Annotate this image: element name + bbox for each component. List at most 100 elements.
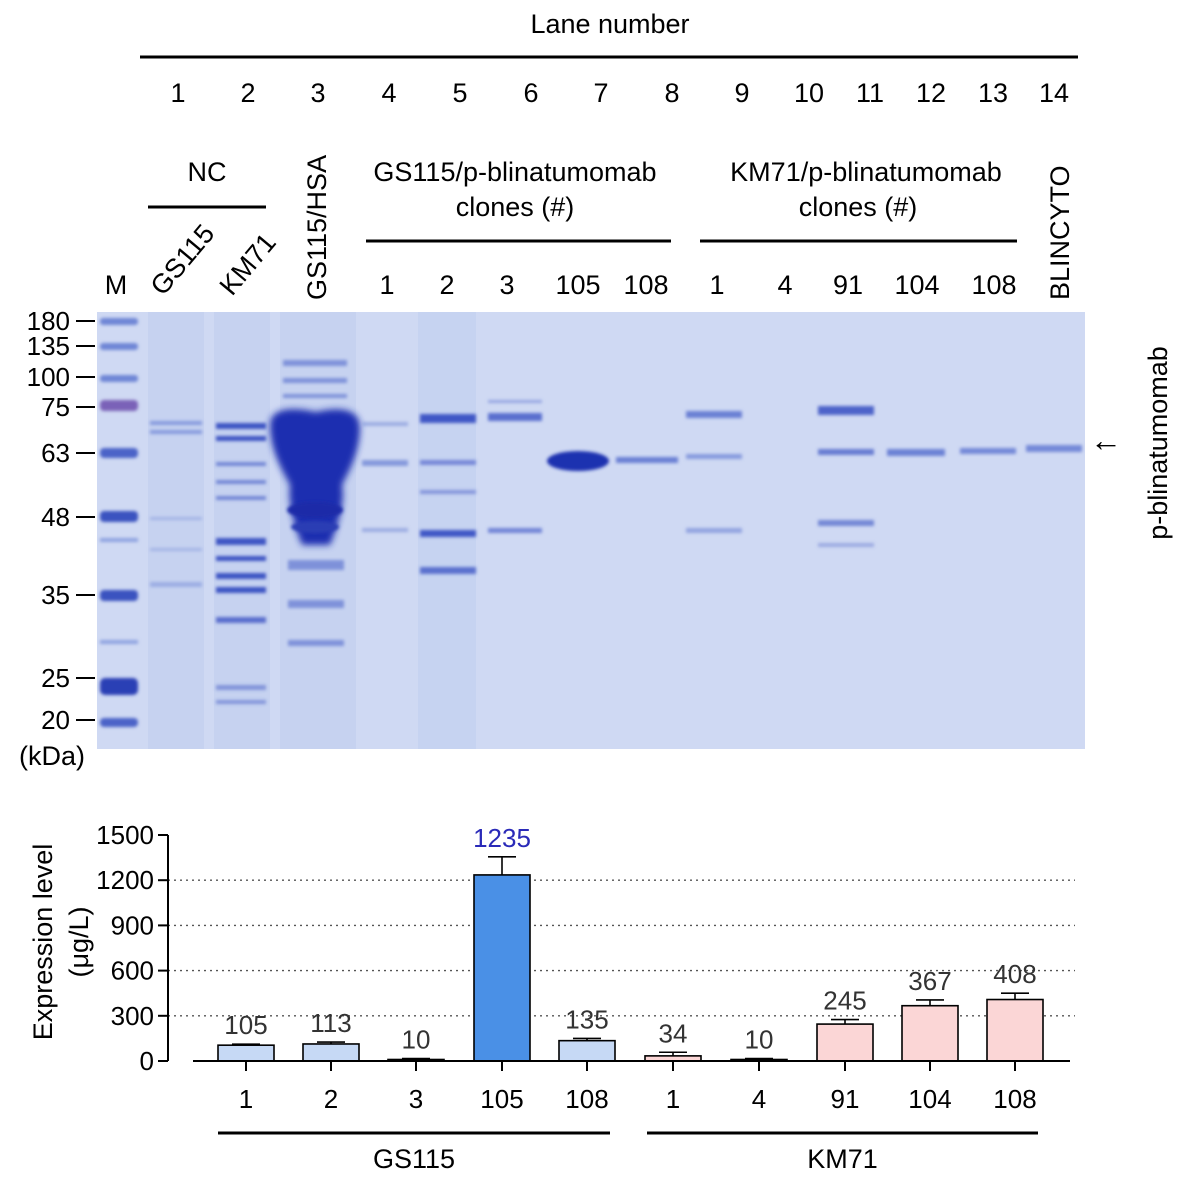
lane-number: 12	[916, 78, 946, 108]
group-label: GS115	[373, 1144, 455, 1174]
gel-lane-5	[362, 422, 408, 532]
lane-label-hsa: GS115/HSA	[302, 155, 332, 300]
lane-number: 1	[170, 78, 185, 108]
group-km71-subtitle: clones (#)	[799, 192, 918, 222]
marker-band	[100, 718, 138, 727]
x-tick-label: 1	[239, 1084, 253, 1114]
bar	[473, 874, 531, 1062]
group-gs115-subtitle: clones (#)	[456, 192, 575, 222]
y-tick-label: 0	[140, 1046, 154, 1076]
lane-number: 3	[310, 78, 325, 108]
kda-tick-label: 35	[41, 580, 70, 610]
bar	[986, 998, 1044, 1062]
marker-band	[100, 448, 138, 458]
lane-label-blincyto: BLINCYTO	[1045, 165, 1075, 300]
kda-tick-label: 135	[27, 331, 70, 361]
marker-band	[100, 318, 138, 325]
kda-tick-label: 63	[41, 438, 70, 468]
clone-label-gs115: 3	[499, 270, 514, 300]
bar-value-label: 1235	[473, 823, 531, 853]
lane-number: 8	[664, 78, 679, 108]
bar-value-label: 245	[823, 986, 866, 1016]
gel-lane-4	[270, 360, 360, 646]
bar-value-label: 408	[993, 959, 1036, 989]
gel-lane-15	[1026, 445, 1082, 452]
chart-groups: GS115 KM71	[218, 1131, 1038, 1174]
clone-labels: 1 2 3 105 108 1 4 91 104 108	[379, 270, 1016, 300]
bar-value-label: 34	[659, 1018, 688, 1048]
lane-number: 14	[1039, 78, 1069, 108]
bar	[217, 1044, 275, 1062]
y-tick-label: 1200	[96, 865, 154, 895]
chart-grid	[168, 879, 1075, 1017]
marker-band	[100, 400, 138, 411]
lane-label-gs115: GS115	[145, 219, 221, 301]
clone-label-km71: 104	[894, 270, 939, 300]
gel-lane-10	[686, 411, 742, 533]
marker-band	[100, 375, 138, 382]
gel-lane-8	[547, 451, 609, 471]
x-tick-label: 1	[666, 1084, 680, 1114]
bar	[901, 1004, 959, 1062]
clone-label-km71: 4	[777, 270, 792, 300]
group-label: KM71	[807, 1144, 878, 1174]
lane-number: 4	[381, 78, 396, 108]
bar	[302, 1043, 360, 1062]
gel-image	[97, 312, 1085, 749]
gel-lane-7	[488, 400, 542, 533]
lane-number: 2	[240, 78, 255, 108]
x-tick-label: 104	[908, 1084, 951, 1114]
x-tick-label: 105	[480, 1084, 523, 1114]
marker-lane-label: M	[105, 270, 128, 300]
gel-lane-3	[216, 423, 266, 704]
x-tick-label: 91	[831, 1084, 860, 1114]
lane-number: 9	[734, 78, 749, 108]
lane-number: 6	[523, 78, 538, 108]
clone-label-gs115: 1	[379, 270, 394, 300]
y-tick-label: 300	[111, 1001, 154, 1031]
marker-band	[100, 511, 138, 522]
band-label: p-blinatumomab	[1143, 346, 1173, 540]
kda-tick-label: 20	[41, 705, 70, 735]
clone-label-km71: 1	[709, 270, 724, 300]
bar-value-label: 10	[745, 1025, 774, 1055]
kda-tick-label: 180	[27, 306, 70, 336]
marker-band	[100, 678, 138, 695]
clone-label-km71: 91	[833, 270, 863, 300]
y-tick-label: 600	[111, 956, 154, 986]
clone-label-gs115: 105	[555, 270, 600, 300]
kda-tick-label: 48	[41, 502, 70, 532]
kda-tick-label: 25	[41, 663, 70, 693]
lane-number: 7	[593, 78, 608, 108]
x-tick-label: 2	[324, 1084, 338, 1114]
chart-y-axis: 0 300 600 900 1200 1500	[96, 820, 169, 1076]
lane-number: 5	[452, 78, 467, 108]
bar	[816, 1023, 874, 1062]
chart-x-axis: 1 2 3 105 108 1 4 91 104 108	[193, 1060, 1070, 1114]
lane-numbers: 1 2 3 4 5 6 7 8 9 10 11 12 13 14	[170, 78, 1069, 108]
marker-ladder	[100, 318, 138, 727]
bar-value-label: 367	[908, 966, 951, 996]
bar-value-label: 135	[565, 1004, 608, 1034]
header-title: Lane number	[530, 9, 689, 39]
bar-value-label: 105	[224, 1010, 267, 1040]
x-tick-label: 108	[565, 1084, 608, 1114]
gel-lane-12	[818, 406, 874, 547]
gel-lane-6	[420, 414, 476, 574]
y-tick-label: 1500	[96, 820, 154, 850]
lane-label-km71: KM71	[214, 228, 282, 301]
chart-ylabel-line2: (μg/L)	[64, 906, 94, 977]
group-km71-title: KM71/p-blinatumomab	[730, 157, 1002, 187]
x-tick-label: 3	[409, 1084, 423, 1114]
kda-tick-label: 100	[27, 362, 70, 392]
bar	[558, 1039, 616, 1062]
gel-lane-2	[150, 421, 202, 587]
x-tick-label: 4	[752, 1084, 766, 1114]
gel-lane-13	[887, 449, 945, 456]
arrow-icon: ←	[1090, 422, 1122, 458]
lane-number: 13	[978, 78, 1008, 108]
bar-chart: Expression level (μg/L) 0 300 600 900 1200 15…	[28, 820, 1075, 1174]
chart-ylabel-line1: Expression level	[28, 844, 58, 1041]
bar-value-label: 10	[402, 1025, 431, 1055]
